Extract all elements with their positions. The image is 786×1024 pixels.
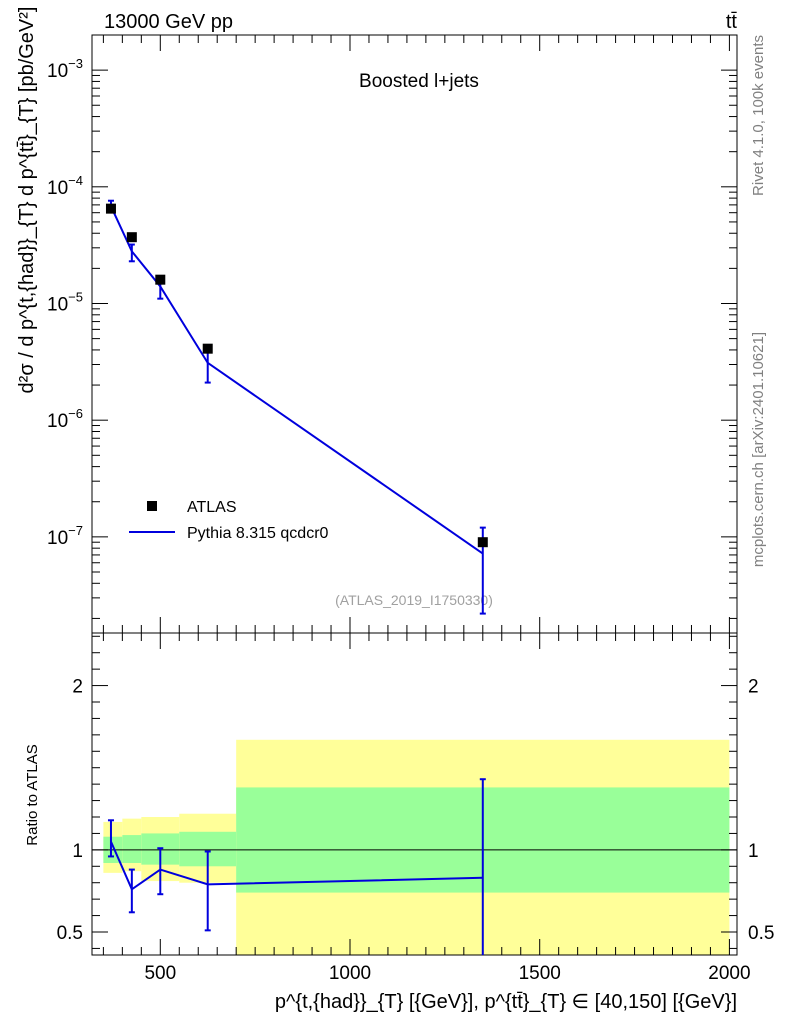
plot-annotation: Boosted l+jets bbox=[359, 71, 479, 92]
pythia-line bbox=[110, 205, 484, 555]
ratio-ytick-label-right: 2 bbox=[748, 677, 759, 698]
xtick-label: 1000 bbox=[329, 963, 371, 984]
atlas-point bbox=[155, 274, 166, 285]
ratio-panel-frame bbox=[91, 632, 738, 956]
ratio-ytick-label: 0.5 bbox=[57, 923, 83, 944]
side-label-rivet: Rivet 4.1.0, 100k events bbox=[750, 35, 767, 196]
xtick-label: 1500 bbox=[519, 963, 561, 984]
ytick-label: 10−5 bbox=[47, 289, 83, 315]
main-ylabel: d²σ / d p^{t,{had}}_{T} d p^{tt̄}_{T} [p… bbox=[16, 7, 38, 394]
xtick-label: 500 bbox=[144, 963, 176, 984]
atlas-point bbox=[202, 343, 213, 354]
xlabel: p^{t,{had}}_{T} [{GeV}], p^{tt̄}_{T} ∈ [… bbox=[275, 991, 737, 1013]
legend-label-atlas: ATLAS bbox=[187, 499, 237, 516]
main-ytick-labels: 10−7 10−6 10−5 10−4 10−3 bbox=[47, 56, 83, 549]
side-label-mcplots: mcplots.cern.ch [arXiv:2401.10621] bbox=[750, 332, 767, 567]
ratio-ytick-label: 2 bbox=[72, 677, 83, 698]
analysis-label: (ATLAS_2019_I1750330) bbox=[335, 592, 493, 608]
legend-label-pythia: Pythia 8.315 qcdcr0 bbox=[187, 525, 329, 542]
atlas-point bbox=[126, 232, 137, 243]
ratio-ytick-label: 1 bbox=[72, 841, 83, 862]
series-pythia bbox=[107, 199, 486, 615]
xtick-label: 2000 bbox=[708, 963, 750, 984]
ytick-label: 10−3 bbox=[47, 56, 83, 82]
ratio-ytick-label-right: 0.5 bbox=[748, 923, 774, 944]
legend-marker-atlas bbox=[147, 501, 157, 511]
ytick-label: 10−4 bbox=[47, 173, 83, 199]
ytick-label: 10−6 bbox=[47, 406, 83, 432]
ytick-label: 10−7 bbox=[47, 523, 83, 549]
legend: ATLAS Pythia 8.315 qcdcr0 bbox=[129, 499, 329, 542]
ratio-series-pythia bbox=[92, 778, 737, 955]
main-axis-ticks bbox=[92, 34, 737, 633]
title-right: tt̄ bbox=[726, 11, 738, 33]
ratio-axis-ticks bbox=[92, 633, 737, 955]
green-band bbox=[122, 835, 142, 863]
ratio-bands bbox=[103, 739, 730, 955]
atlas-point bbox=[105, 203, 116, 214]
ratio-ylabel: Ratio to ATLAS bbox=[24, 744, 41, 845]
series-atlas bbox=[105, 203, 488, 548]
ratio-ytick-label-right: 1 bbox=[748, 841, 759, 862]
atlas-point bbox=[477, 537, 488, 548]
title-left: 13000 GeV pp bbox=[104, 11, 233, 33]
